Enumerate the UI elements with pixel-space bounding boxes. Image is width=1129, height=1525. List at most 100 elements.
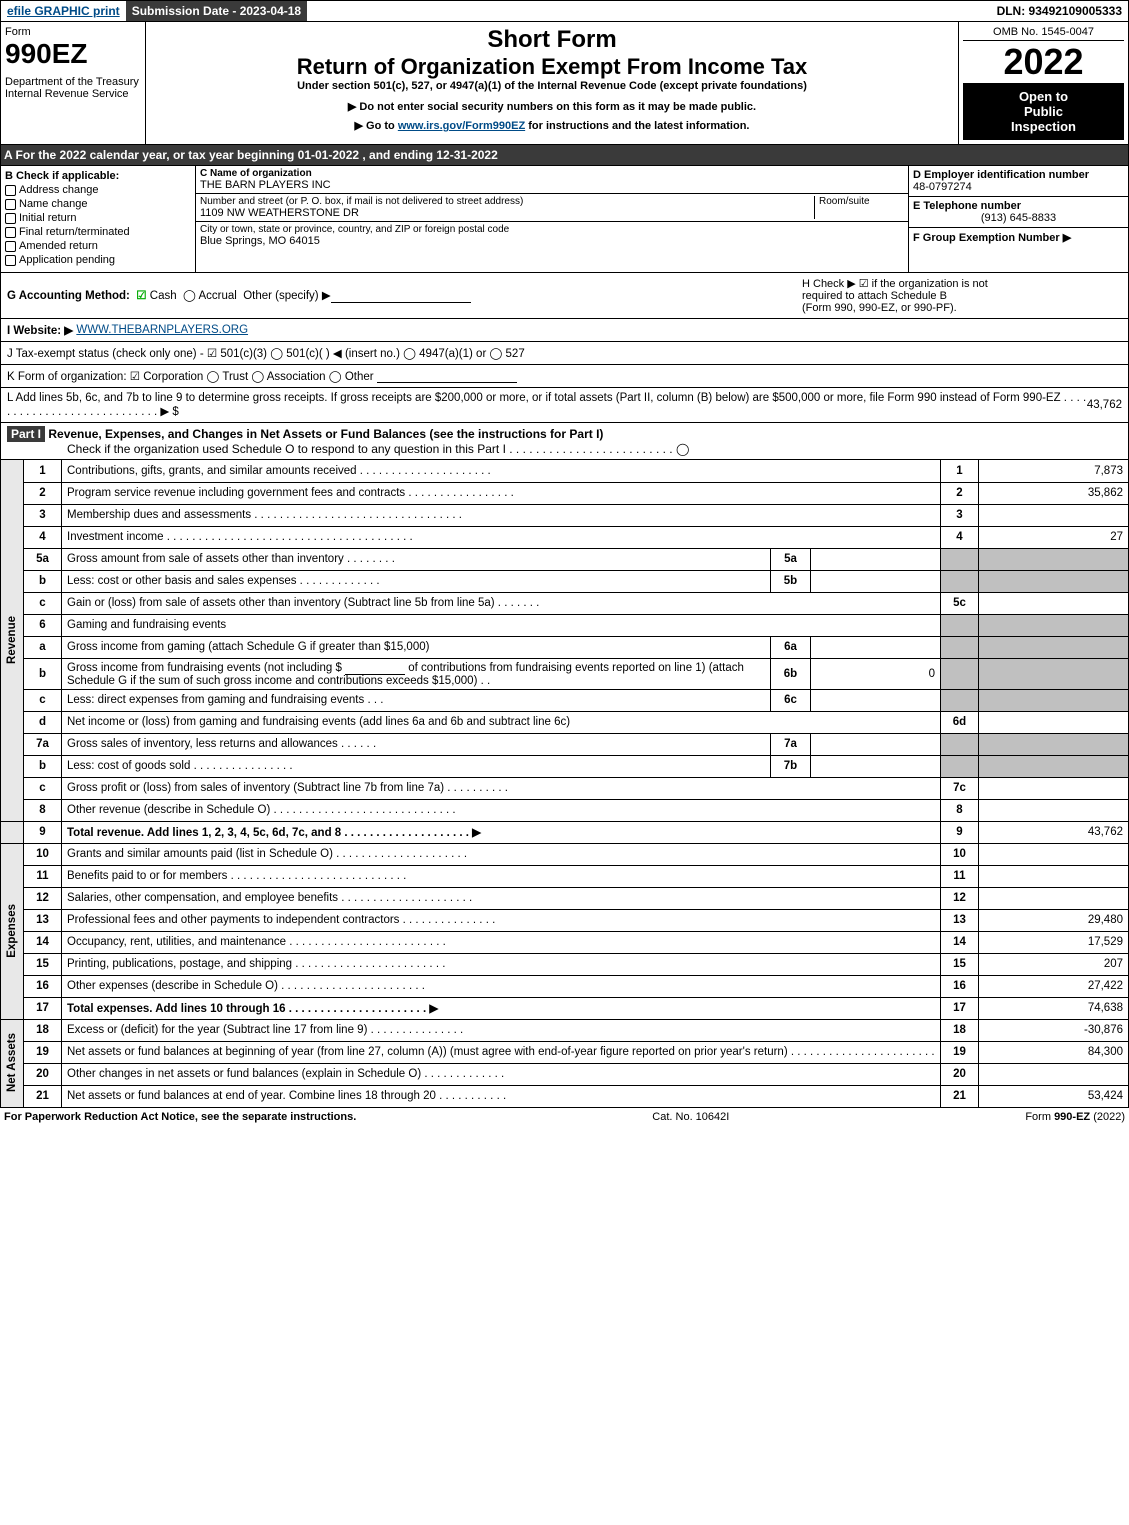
table-row: 16Other expenses (describe in Schedule O… [1,975,1129,997]
section-d: D Employer identification number 48-0797… [909,166,1128,197]
open2: Public [969,104,1118,119]
check-application-pending[interactable]: Application pending [5,254,191,266]
check-amended-return[interactable]: Amended return [5,240,191,252]
group-exempt-label: F Group Exemption Number ▶ [913,232,1071,244]
room-label: Room/suite [814,196,904,219]
efile-link-text[interactable]: efile GRAPHIC print [7,4,120,18]
open1: Open to [969,89,1118,104]
org-city: Blue Springs, MO 64015 [200,235,904,247]
table-row: 11Benefits paid to or for members . . . … [1,865,1129,887]
table-row: 6Gaming and fundraising events [1,614,1129,636]
l6b-blank[interactable] [345,661,405,675]
check-name-change[interactable]: Name change [5,198,191,210]
g-other-input[interactable] [331,289,471,303]
table-row: 7aGross sales of inventory, less returns… [1,733,1129,755]
efile-link[interactable]: efile GRAPHIC print [1,1,126,21]
section-c: C Name of organization THE BARN PLAYERS … [196,166,908,272]
return-title: Return of Organization Exempt From Incom… [150,54,954,80]
note2-pre: ▶ Go to [355,120,398,132]
website-link[interactable]: WWW.THEBARNPLAYERS.ORG [76,324,248,336]
footer-left: For Paperwork Reduction Act Notice, see … [4,1111,356,1123]
ein-label: D Employer identification number [913,169,1124,181]
submission-date: Submission Date - 2023-04-18 [126,1,307,21]
l-text: L Add lines 5b, 6c, and 7b to line 9 to … [7,392,1087,418]
k-other-input[interactable] [377,369,517,383]
section-l: L Add lines 5b, 6c, and 7b to line 9 to … [0,388,1129,423]
table-row: Revenue 1Contributions, gifts, grants, a… [1,460,1129,482]
table-row: 15Printing, publications, postage, and s… [1,953,1129,975]
line-desc: Contributions, gifts, grants, and simila… [62,460,941,482]
table-row: 3Membership dues and assessments . . . .… [1,504,1129,526]
top-bar: efile GRAPHIC print Submission Date - 20… [0,0,1129,22]
section-j: J Tax-exempt status (check only one) - ☑… [0,342,1129,365]
check-final-return[interactable]: Final return/terminated [5,226,191,238]
city-label: City or town, state or province, country… [200,224,904,235]
sidebar-revenue: Revenue [1,460,24,821]
check-address-change[interactable]: Address change [5,184,191,196]
header-center: Short Form Return of Organization Exempt… [146,22,958,144]
table-row: 14Occupancy, rent, utilities, and mainte… [1,931,1129,953]
table-row: 19Net assets or fund balances at beginni… [1,1041,1129,1063]
addr-label: Number and street (or P. O. box, if mail… [200,196,814,207]
section-k: K Form of organization: ☑ Corporation ◯ … [0,365,1129,388]
g-cash: Cash [150,290,177,302]
g-label: G Accounting Method: [7,290,130,302]
table-row: 2Program service revenue including gover… [1,482,1129,504]
table-row: 12Salaries, other compensation, and empl… [1,887,1129,909]
section-gh: G Accounting Method: ☑ Cash ◯ Accrual Ot… [0,273,1129,319]
org-name: THE BARN PLAYERS INC [200,179,904,191]
sidebar-expenses: Expenses [1,843,24,1019]
line-value: 7,873 [979,460,1129,482]
org-name-label: C Name of organization [200,168,904,179]
footer-right: Form 990-EZ (2022) [1025,1111,1125,1123]
header-left: Form 990EZ Department of the Treasury In… [1,22,146,144]
part1-check: Check if the organization used Schedule … [67,442,689,456]
g-other: Other (specify) ▶ [243,290,330,302]
phone-value: (913) 645-8833 [913,212,1124,224]
table-row: 17Total expenses. Add lines 10 through 1… [1,997,1129,1019]
section-f: F Group Exemption Number ▶ [909,228,1128,247]
city-row: City or town, state or province, country… [196,222,908,249]
section-h: H Check ▶ ☑ if the organization is not r… [802,277,1122,314]
org-address: 1109 NW WEATHERSTONE DR [200,207,814,219]
tax-year: 2022 [963,41,1124,83]
omb: OMB No. 1545-0047 [963,26,1124,41]
table-row: 5aGross amount from sale of assets other… [1,548,1129,570]
part1-header: Part I Revenue, Expenses, and Changes in… [0,423,1129,460]
dept: Department of the Treasury [5,76,141,88]
phone-label: E Telephone number [913,200,1124,212]
section-g: G Accounting Method: ☑ Cash ◯ Accrual Ot… [7,288,471,303]
table-row: 21Net assets or fund balances at end of … [1,1085,1129,1107]
subtitle: Under section 501(c), 527, or 4947(a)(1)… [150,80,954,92]
org-name-row: C Name of organization THE BARN PLAYERS … [196,166,908,194]
sidebar-netassets: Net Assets [1,1019,24,1107]
j-text: J Tax-exempt status (check only one) - ☑… [7,346,525,360]
open-to-public: Open to Public Inspection [963,83,1124,140]
table-row: 20Other changes in net assets or fund ba… [1,1063,1129,1085]
footer-mid: Cat. No. 10642I [356,1111,1025,1123]
h-line3: (Form 990, 990-EZ, or 990-PF). [802,302,1122,314]
table-row: cGain or (loss) from sale of assets othe… [1,592,1129,614]
table-row: Net Assets 18Excess or (deficit) for the… [1,1019,1129,1041]
section-b: B Check if applicable: Address change Na… [1,166,196,272]
open3: Inspection [969,119,1118,134]
table-row: Expenses 10Grants and similar amounts pa… [1,843,1129,865]
table-row: dNet income or (loss) from gaming and fu… [1,711,1129,733]
table-row: 13Professional fees and other payments t… [1,909,1129,931]
part1-label: Part I [7,426,45,442]
header-right: OMB No. 1545-0047 2022 Open to Public In… [958,22,1128,144]
l-value: 43,762 [1087,399,1122,411]
note2: ▶ Go to www.irs.gov/Form990EZ for instru… [150,119,954,132]
checkmark-icon: ☑ [136,290,146,302]
table-row: 9Total revenue. Add lines 1, 2, 3, 4, 5c… [1,821,1129,843]
form-number: 990EZ [5,38,141,70]
section-bcdef: B Check if applicable: Address change Na… [0,166,1129,273]
table-row: bLess: cost of goods sold . . . . . . . … [1,755,1129,777]
section-e: E Telephone number (913) 645-8833 [909,197,1128,228]
table-row: 4Investment income . . . . . . . . . . .… [1,526,1129,548]
section-b-title: B Check if applicable: [5,170,191,182]
irs-link[interactable]: www.irs.gov/Form990EZ [398,120,525,132]
table-row: cLess: direct expenses from gaming and f… [1,689,1129,711]
note2-post: for instructions and the latest informat… [525,120,749,132]
check-initial-return[interactable]: Initial return [5,212,191,224]
